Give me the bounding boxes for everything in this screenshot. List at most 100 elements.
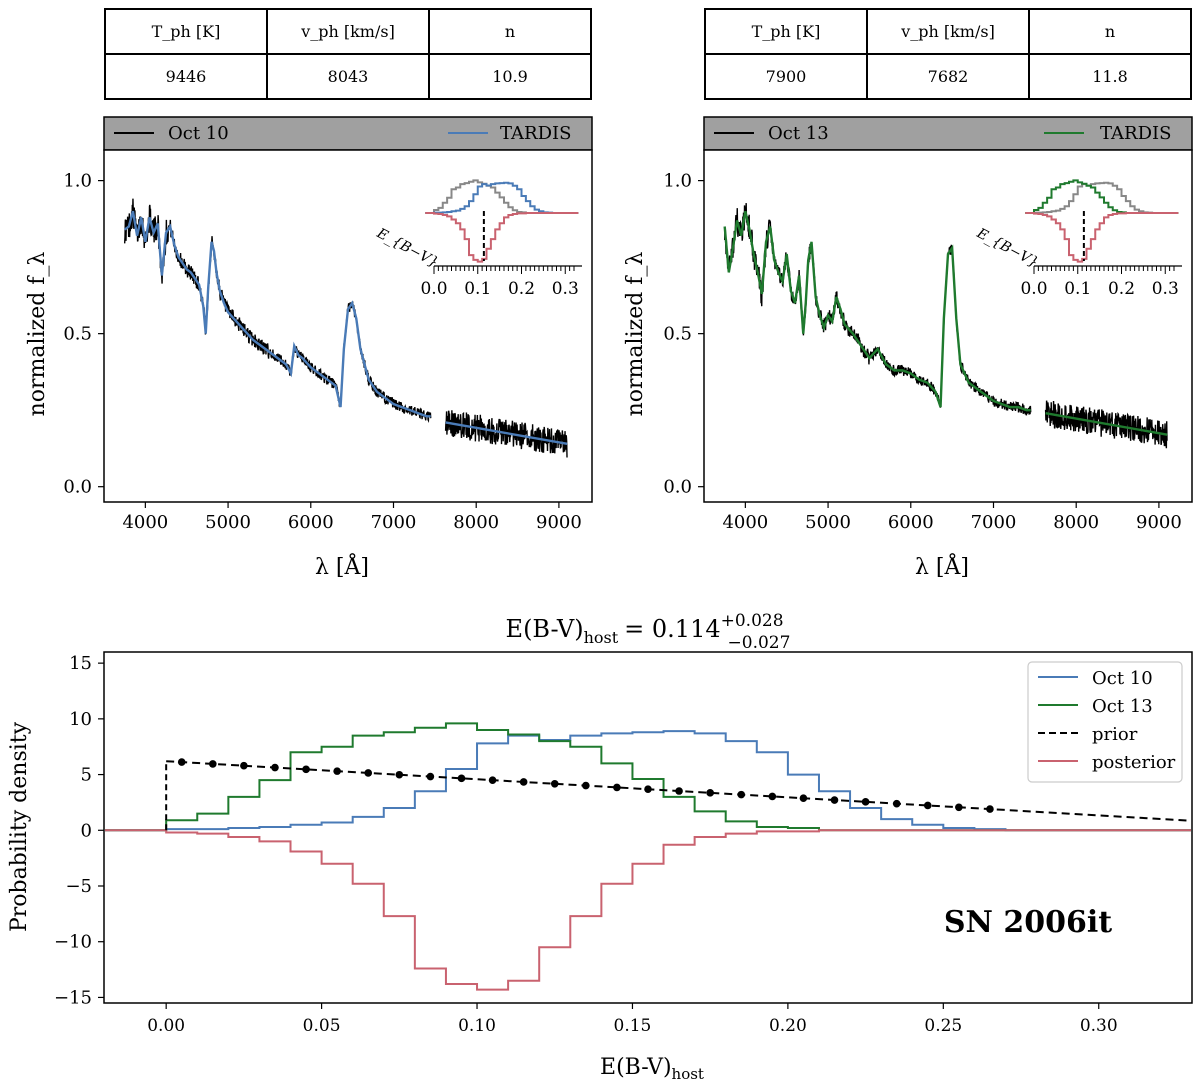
- ylabel-right: normalized f_λ: [623, 252, 648, 417]
- prior-dot: [550, 779, 559, 788]
- prior-dot: [582, 781, 590, 790]
- x-tick-label: 5000: [805, 512, 851, 533]
- value-tph: 7900: [704, 53, 868, 100]
- prior-dot: [364, 769, 373, 777]
- x-tick-label: 7000: [371, 512, 417, 533]
- x-tick-label: 4000: [122, 512, 168, 533]
- value-vph: 8043: [266, 53, 430, 100]
- x-tick-label: 0.30: [1080, 1016, 1118, 1036]
- y-tick-label: 0: [81, 820, 92, 841]
- hist-posterior: [105, 829, 1191, 991]
- prior-dot: [613, 783, 621, 792]
- legend-label-prior: prior: [1092, 724, 1138, 745]
- inset-this-epoch: [425, 181, 579, 214]
- params-value-row-right: 7900 7682 11.8: [704, 53, 1192, 100]
- x-tick-label: 7000: [971, 512, 1017, 533]
- value-n: 11.8: [1028, 53, 1192, 100]
- y-tick-label: −5: [65, 876, 92, 897]
- header-n: n: [428, 8, 592, 55]
- params-table-right: T_ph [K] v_ph [km/s] n 7900 7682 11.8: [704, 8, 1192, 100]
- axes-ticks-bottom: 0.00 0.05 0.10 0.15 0.20 0.25 0.30 −15 −10 −5 0 5 10…: [54, 653, 1118, 1036]
- prior-dot: [488, 776, 497, 784]
- prior-dot: [955, 803, 963, 812]
- spectrum-panel-oct10: Oct 10 TARDIS 4000 5000 6000 7000 8000 9000 0.…: [25, 116, 593, 580]
- prior-dot: [426, 772, 435, 781]
- inset-tick-label: 0.3: [552, 279, 579, 299]
- y-tick-label: 1.0: [663, 171, 692, 192]
- y-tick-label: 5: [81, 765, 92, 786]
- inset-this-epoch: [1025, 179, 1179, 214]
- ylabel-left: normalized f_λ: [25, 252, 50, 417]
- prior-dot: [861, 798, 870, 806]
- header-vph: v_ph [km/s]: [866, 8, 1030, 55]
- prior-dot: [923, 801, 932, 810]
- prior-dot: [644, 785, 652, 794]
- prior-dot: [209, 760, 217, 768]
- x-tick-label: 0.15: [614, 1016, 652, 1036]
- hist-oct-10: [105, 730, 1191, 832]
- prior-dot: [892, 799, 901, 808]
- y-tick-label: −10: [54, 932, 92, 953]
- prior-dot: [177, 758, 186, 766]
- bottom-title: E(B-V)host = 0.114+0.028 −0.027: [506, 611, 791, 653]
- inset-tick-label: 0.1: [464, 279, 491, 299]
- prior-dot: [271, 763, 279, 772]
- prior-dot: [519, 778, 528, 786]
- legend-bar-left: [103, 116, 593, 151]
- params-header-row-right: T_ph [K] v_ph [km/s] n: [704, 8, 1192, 55]
- y-tick-label: 0.5: [663, 324, 692, 345]
- y-tick-label: 15: [69, 653, 92, 674]
- prior-dot: [333, 767, 341, 775]
- x-tick-label: 0.10: [458, 1016, 496, 1036]
- prior-dots: [177, 758, 994, 813]
- spectrum-panel-oct13: Oct 13 TARDIS 4000 5000 6000 7000 8000 9000 0.…: [623, 116, 1193, 580]
- xlabel-left: λ [Å]: [315, 552, 369, 580]
- inset-tick-label: 0.0: [420, 279, 447, 299]
- histogram-series: [105, 722, 1191, 991]
- x-tick-label: 0.00: [147, 1016, 185, 1036]
- inset-other-epoch: [1025, 181, 1179, 214]
- legend-label-oct13: Oct 13: [1092, 696, 1153, 717]
- x-tick-label: 9000: [1136, 512, 1182, 533]
- y-tick-label: 0.0: [63, 477, 92, 498]
- tardis-model-oct13-red: [1045, 412, 1168, 436]
- tardis-model-oct13: [723, 210, 1031, 412]
- legend-label-posterior: posterior: [1092, 752, 1176, 773]
- header-tph: T_ph [K]: [704, 8, 868, 55]
- probability-panel: E(B-V)host = 0.114+0.028 −0.027 0.00 0.05 0.…: [7, 611, 1193, 1083]
- inset-posterior: [1025, 212, 1179, 263]
- legend-label-model-right: TARDIS: [1100, 123, 1171, 144]
- xlabel-right: λ [Å]: [915, 552, 969, 580]
- y-tick-label: 1.0: [63, 171, 92, 192]
- prior-dot: [457, 774, 466, 783]
- legend-label-oct10: Oct 10: [1092, 668, 1153, 689]
- prior-dot: [706, 789, 714, 797]
- header-n: n: [1028, 8, 1192, 55]
- observed-red-segment: [444, 410, 568, 458]
- y-tick-label: 10: [69, 709, 92, 730]
- prior-dot: [737, 790, 746, 799]
- value-tph: 9446: [104, 53, 268, 100]
- x-tick-label: 0.20: [769, 1016, 807, 1036]
- inset-tick-label: 0.0: [1020, 279, 1047, 299]
- y-tick-label: 0.5: [63, 324, 92, 345]
- y-tick-label: −15: [54, 987, 92, 1008]
- prior-dot: [395, 770, 404, 779]
- x-tick-label: 8000: [453, 512, 499, 533]
- prior-dot: [830, 796, 839, 804]
- inset-tick-label: 0.2: [1108, 279, 1135, 299]
- x-tick-label: 9000: [536, 512, 582, 533]
- bottom-plot-area: [105, 722, 1191, 991]
- legend-label-model-left: TARDIS: [500, 123, 571, 144]
- legend-label-observed-left: Oct 10: [168, 123, 229, 144]
- y-tick-label: 0.0: [663, 477, 692, 498]
- x-tick-label: 8000: [1053, 512, 1099, 533]
- tardis-model-oct10: [123, 210, 431, 418]
- x-tick-label: 4000: [722, 512, 768, 533]
- ylabel-bottom: Probability density: [7, 721, 32, 932]
- x-tick-label: 6000: [888, 512, 934, 533]
- x-tick-label: 5000: [205, 512, 251, 533]
- prior-dot: [986, 805, 994, 813]
- legend-bottom: Oct 10 Oct 13 prior posterior: [1027, 661, 1183, 783]
